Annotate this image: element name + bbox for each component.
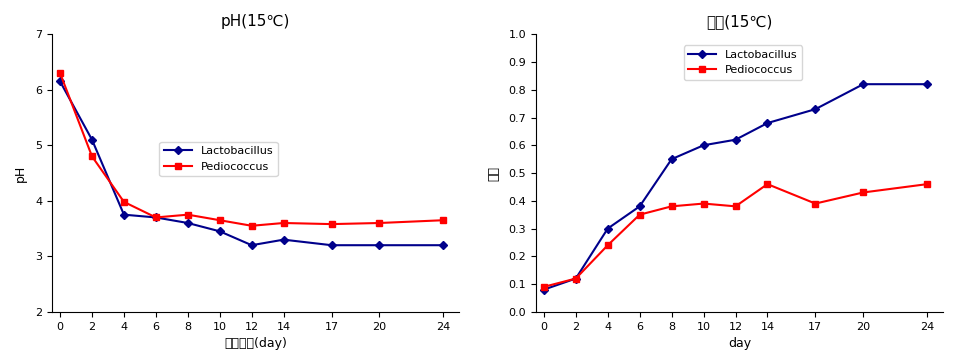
Lactobacillus xyxy=(278,237,289,242)
Lactobacillus xyxy=(437,243,449,248)
Pediococcus xyxy=(570,276,582,281)
Lactobacillus xyxy=(666,157,678,161)
Pediococcus xyxy=(214,218,226,222)
Lactobacillus xyxy=(214,229,226,234)
Lactobacillus xyxy=(762,121,773,125)
Pediococcus xyxy=(810,201,821,206)
Pediococcus xyxy=(922,182,933,186)
Legend: Lactobacillus, Pediococcus: Lactobacillus, Pediococcus xyxy=(684,46,802,80)
Lactobacillus xyxy=(857,82,869,86)
Pediococcus xyxy=(666,204,678,209)
Pediococcus xyxy=(325,222,337,226)
Line: Pediococcus: Pediococcus xyxy=(541,181,930,290)
Lactobacillus xyxy=(730,138,742,142)
Lactobacillus xyxy=(698,143,709,147)
Pediococcus xyxy=(602,243,613,248)
Lactobacillus xyxy=(55,79,66,84)
X-axis label: day: day xyxy=(728,337,751,350)
Y-axis label: pH: pH xyxy=(14,165,27,182)
Title: 종산(15℃): 종산(15℃) xyxy=(706,14,772,29)
Lactobacillus xyxy=(373,243,385,248)
Pediococcus xyxy=(698,201,709,206)
Pediococcus xyxy=(182,213,193,217)
Lactobacillus xyxy=(602,226,613,231)
Lactobacillus xyxy=(86,138,98,142)
Pediococcus xyxy=(55,71,66,75)
Pediococcus xyxy=(373,221,385,225)
Line: Pediococcus: Pediococcus xyxy=(56,70,447,229)
Pediococcus xyxy=(119,200,130,204)
Line: Lactobacillus: Lactobacillus xyxy=(541,82,930,292)
Lactobacillus xyxy=(325,243,337,248)
Y-axis label: 종산: 종산 xyxy=(487,166,501,181)
Pediococcus xyxy=(150,215,162,219)
Pediococcus xyxy=(634,213,645,217)
Pediococcus xyxy=(762,182,773,186)
Lactobacillus xyxy=(119,213,130,217)
Lactobacillus xyxy=(182,221,193,225)
Pediococcus xyxy=(278,221,289,225)
Pediococcus xyxy=(857,190,869,195)
Lactobacillus xyxy=(246,243,257,248)
Pediococcus xyxy=(730,204,742,209)
Title: pH(15℃): pH(15℃) xyxy=(221,14,290,29)
Lactobacillus xyxy=(922,82,933,86)
Lactobacillus xyxy=(810,107,821,111)
Legend: Lactobacillus, Pediococcus: Lactobacillus, Pediococcus xyxy=(160,142,278,177)
Lactobacillus xyxy=(634,204,645,209)
Pediococcus xyxy=(86,154,98,159)
Pediococcus xyxy=(437,218,449,222)
Pediococcus xyxy=(538,285,549,289)
Lactobacillus xyxy=(150,215,162,219)
Lactobacillus xyxy=(538,288,549,292)
Lactobacillus xyxy=(570,276,582,281)
Pediococcus xyxy=(246,223,257,228)
X-axis label: 발효기간(day): 발효기간(day) xyxy=(224,337,287,350)
Line: Lactobacillus: Lactobacillus xyxy=(57,79,446,248)
